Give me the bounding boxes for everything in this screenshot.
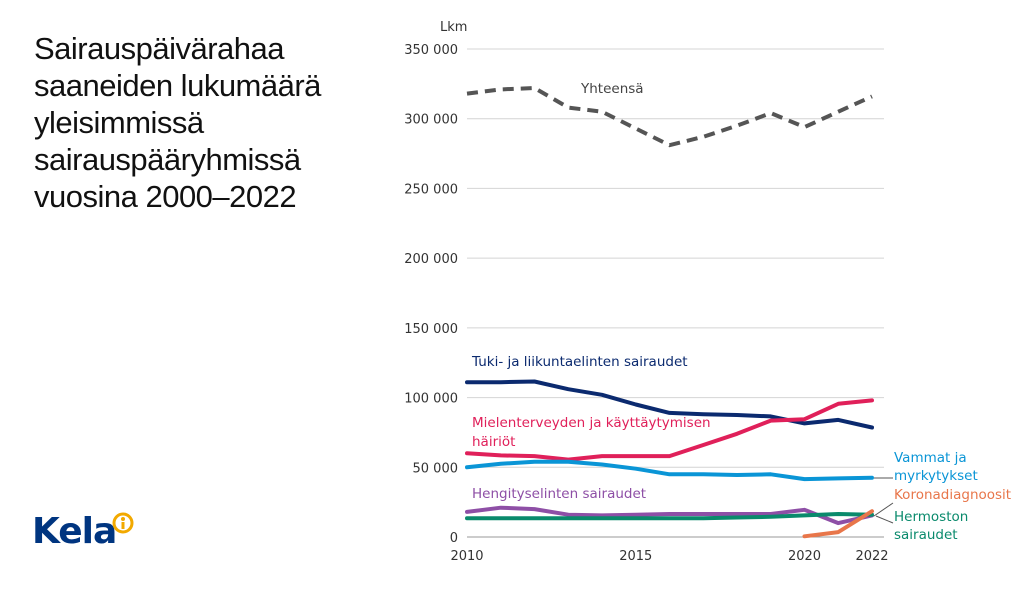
series-line-3 <box>465 459 874 482</box>
kela-logo-text: Kela <box>32 511 117 552</box>
kela-logo-icon <box>112 512 134 534</box>
gridlines <box>467 48 884 538</box>
leader-line <box>875 515 894 524</box>
series-label: sairaudet <box>894 527 958 543</box>
x-tick-label: 2015 <box>619 549 652 564</box>
leader-line <box>873 502 894 517</box>
y-tick-label: 50 000 <box>413 461 459 476</box>
series-label: Mielenterveyden ja käyttäytymisen <box>472 415 711 431</box>
series-line-5 <box>465 512 874 521</box>
series-label: Yhteensä <box>580 81 644 97</box>
series-line-6 <box>802 509 874 539</box>
y-tick-label: 200 000 <box>404 252 458 267</box>
series-line-1 <box>465 379 874 430</box>
x-tick-label: 2020 <box>788 549 821 564</box>
series-labels: Yhteensä Tuki- ja liikuntaelinten sairaud… <box>471 81 1011 543</box>
series-lines <box>465 86 874 539</box>
series-label: Tuki- ja liikuntaelinten sairaudet <box>471 354 688 370</box>
y-tick-label: 0 <box>450 531 458 546</box>
series-line-0 <box>466 86 873 148</box>
y-tick-label: 250 000 <box>404 182 458 197</box>
series-line-4 <box>465 505 874 526</box>
series-label: häiriöt <box>472 434 515 450</box>
y-tick-label: 300 000 <box>404 113 458 128</box>
series-line-2 <box>465 398 874 462</box>
x-tick-label: 2022 <box>855 549 888 564</box>
series-label: Hengityselinten sairaudet <box>472 486 646 502</box>
y-tick-label: 150 000 <box>404 322 458 337</box>
chart-title: Sairauspäivärahaa saaneiden lukumäärä yl… <box>34 31 321 214</box>
series-label: Koronadiagnoosit <box>894 487 1011 503</box>
series-label: Hermoston <box>894 509 968 525</box>
x-tick-labels: 2010 2015 2020 2022 <box>450 549 888 564</box>
label-leader-lines <box>873 477 894 524</box>
x-tick-label: 2010 <box>450 549 483 564</box>
y-axis-label: Lkm <box>440 20 467 35</box>
y-tick-label: 350 000 <box>404 43 458 58</box>
series-label: myrkytykset <box>894 468 978 484</box>
y-tick-labels: 0 50 000 100 000 150 000 200 000 250 000 300 0… <box>404 20 467 546</box>
series-label: Vammat ja <box>894 450 967 466</box>
y-tick-label: 100 000 <box>404 392 458 407</box>
